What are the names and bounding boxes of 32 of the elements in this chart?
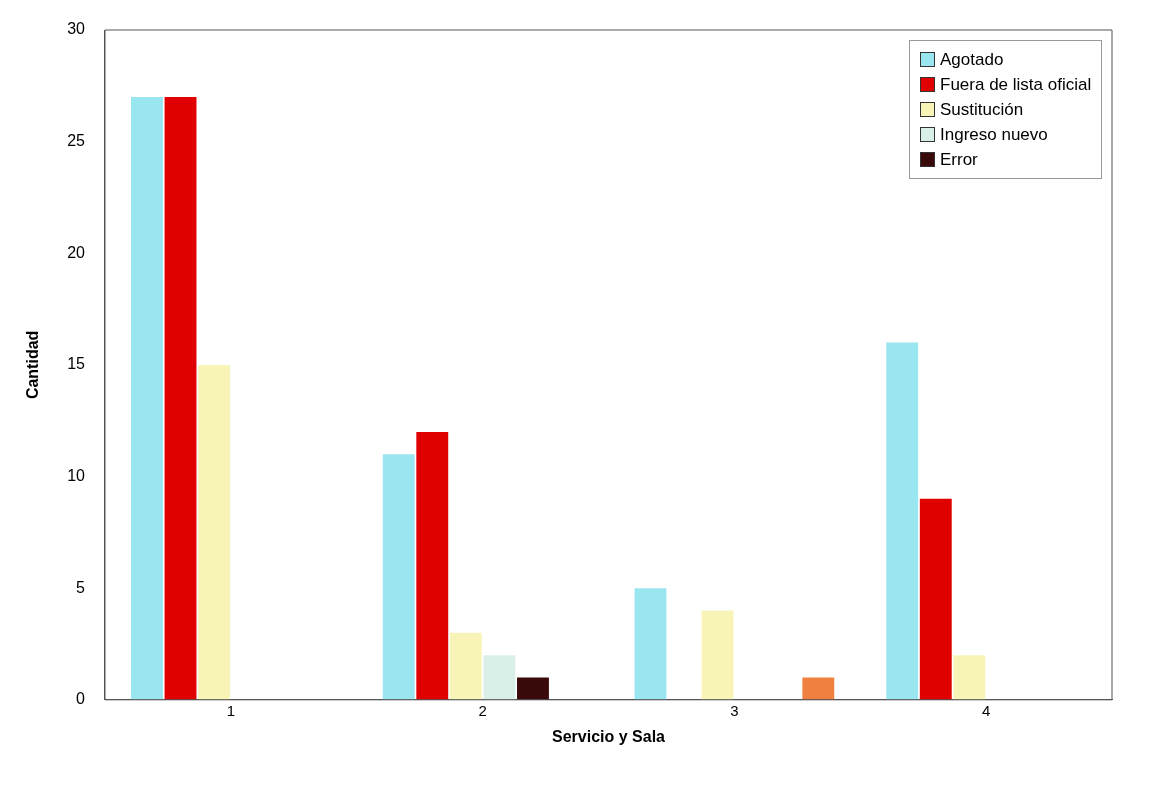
x-axis-title: Servicio y Sala [552, 727, 666, 745]
x-tick-label: 4 [981, 701, 991, 719]
bar [382, 454, 415, 700]
y-tick-label: 10 [67, 466, 86, 484]
y-tick-label: 25 [67, 132, 86, 150]
legend-label: Fuera de lista oficial [940, 74, 1092, 96]
bar [517, 677, 549, 700]
y-axis-title: Cantidad [24, 330, 42, 400]
legend-label: Agotado [940, 49, 1004, 71]
x-tick-label: 2 [478, 701, 487, 719]
legend-label: Ingreso nuevo [940, 124, 1048, 146]
bar [416, 431, 449, 700]
bar [701, 610, 734, 700]
y-tick-label: 5 [76, 578, 86, 596]
bar [634, 588, 667, 700]
x-tick-label: 1 [226, 701, 236, 719]
bar [802, 677, 835, 700]
bar [886, 342, 919, 700]
bar [198, 364, 231, 700]
legend-label: Sustitución [940, 99, 1024, 121]
x-tick-label: 3 [730, 701, 739, 719]
y-tick-label: 15 [67, 355, 86, 373]
bar [131, 96, 163, 700]
y-tick-label: 30 [67, 20, 86, 38]
bar [483, 655, 516, 700]
bar [449, 632, 482, 700]
y-tick-label: 20 [67, 243, 86, 261]
bar [953, 655, 986, 700]
y-tick-label: 0 [76, 690, 86, 708]
bar [164, 96, 197, 700]
bar [919, 498, 952, 700]
legend-label: Error [940, 149, 978, 171]
